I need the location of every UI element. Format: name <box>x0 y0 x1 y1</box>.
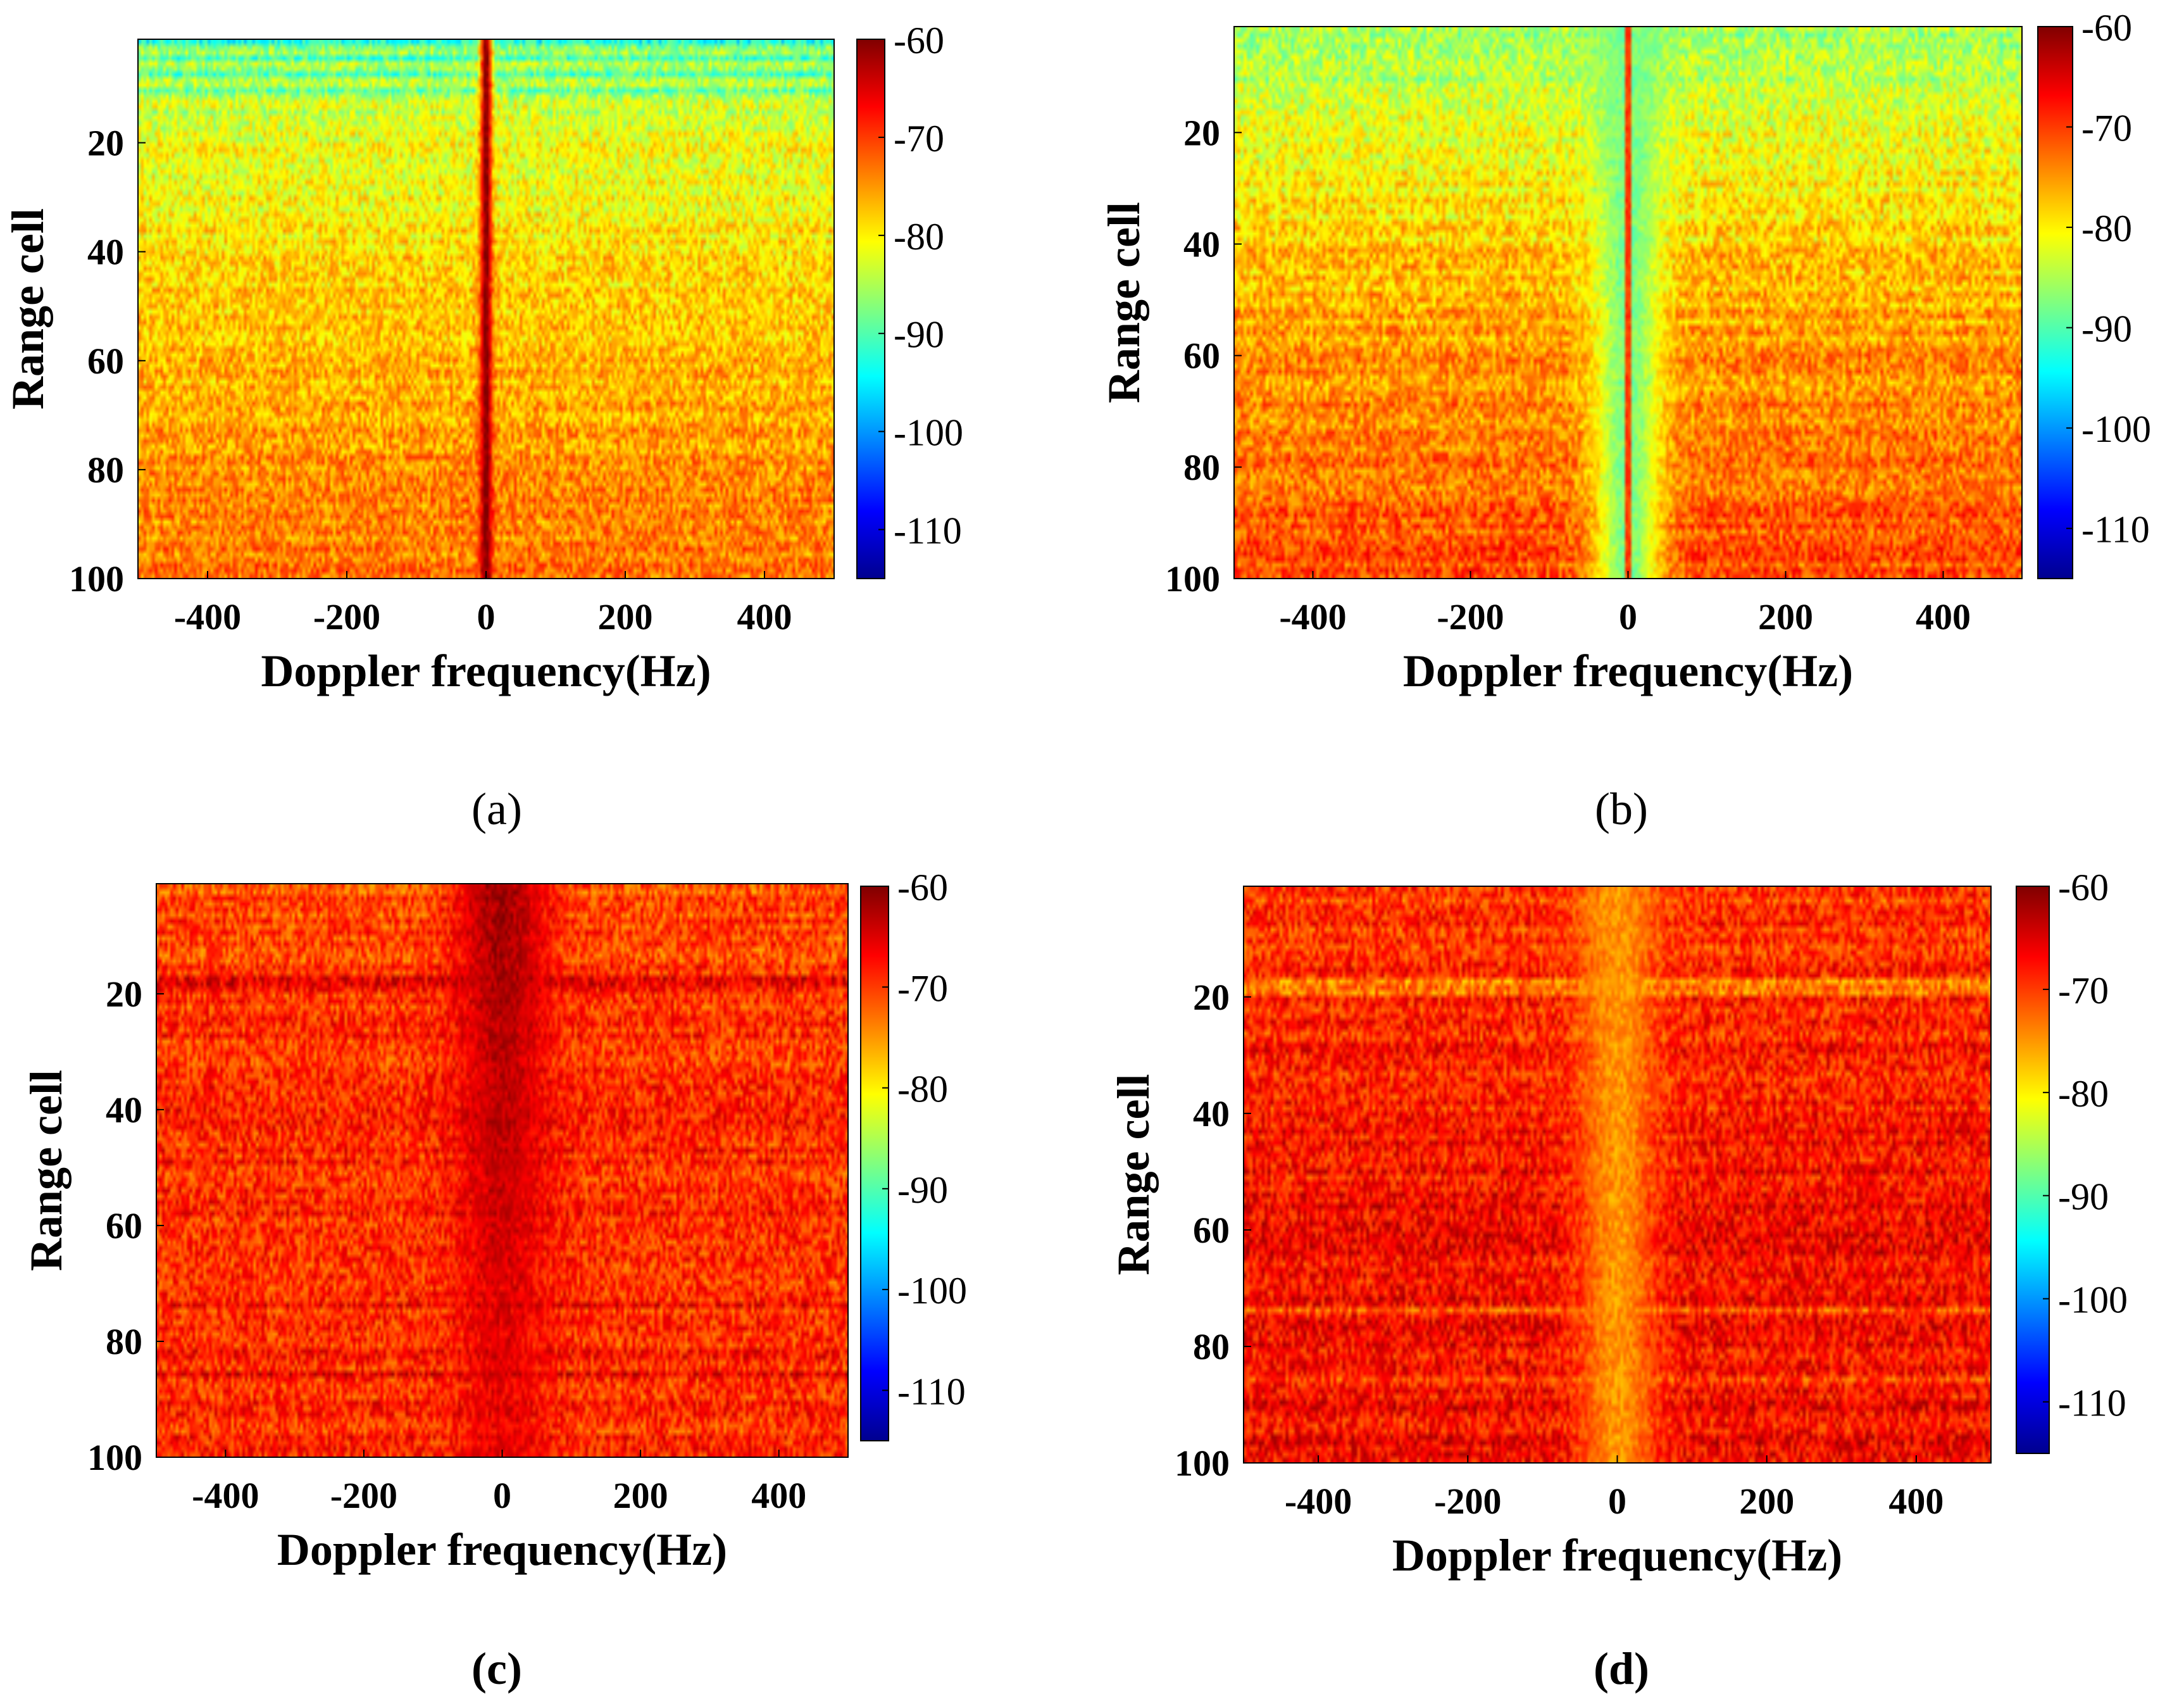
colorbar-tick-label: -70 <box>2081 108 2132 149</box>
colorbar-tick-label: -110 <box>894 510 962 552</box>
x-tick-label: -400 <box>174 596 241 637</box>
y-axis-label: Range cell <box>21 1070 72 1271</box>
x-tick-label: 200 <box>1739 1481 1794 1522</box>
colorbar-tick-label: -90 <box>897 1169 948 1211</box>
y-tick-label: 20 <box>1183 112 1220 153</box>
x-tick-label: -200 <box>1434 1481 1501 1522</box>
colorbar <box>856 39 885 579</box>
x-tick-label: -400 <box>1279 596 1346 637</box>
y-tick-label: 60 <box>87 341 124 382</box>
colorbar-tick-label: -110 <box>897 1370 966 1412</box>
colorbar <box>860 886 889 1441</box>
x-tick-label: -400 <box>192 1475 259 1516</box>
x-tick-label: 200 <box>598 596 653 637</box>
colorbar <box>2016 886 2050 1454</box>
y-tick-label: 60 <box>1183 336 1220 377</box>
y-tick-label: 40 <box>1183 224 1220 265</box>
x-tick-label: 0 <box>1619 596 1637 637</box>
heatmap-image <box>1234 27 2022 579</box>
colorbar-tick-label: -70 <box>2058 970 2109 1012</box>
heatmap-panel-c: -400 -200 0 200 400 20 40 60 80 100 Doppler freque… <box>21 867 967 1694</box>
panel-label: (a) <box>471 784 522 834</box>
y-axis-label: Range cell <box>3 208 53 410</box>
heatmap-image <box>138 39 834 579</box>
colorbar-tick-label: -70 <box>897 967 948 1009</box>
y-tick-label: 80 <box>1183 447 1220 488</box>
x-axis-label: Doppler frequency(Hz) <box>277 1524 727 1575</box>
x-tick-label: 400 <box>737 596 792 637</box>
x-tick-label: 400 <box>1916 596 1971 637</box>
x-tick-label: -200 <box>1437 596 1504 637</box>
heatmap-panel-d: -400 -200 0 200 400 20 40 60 80 100 Doppler freque… <box>1108 867 2128 1694</box>
colorbar-tick-label: -100 <box>894 412 963 454</box>
y-tick-label: 20 <box>106 974 142 1015</box>
x-tick-label: 400 <box>751 1475 806 1516</box>
y-tick-label: 100 <box>87 1437 142 1478</box>
x-tick-label: 0 <box>477 596 496 637</box>
x-tick-label: 400 <box>1888 1481 1944 1522</box>
y-tick-label: 40 <box>87 232 124 273</box>
y-tick-label: 60 <box>106 1205 142 1246</box>
y-tick-label: 100 <box>1175 1443 1230 1484</box>
x-axis-label: Doppler frequency(Hz) <box>261 646 711 696</box>
y-tick-label: 100 <box>69 558 124 599</box>
colorbar-tick-label: -90 <box>2081 308 2132 350</box>
colorbar-tick-label: -70 <box>894 118 944 160</box>
colorbar-tick-label: -100 <box>897 1270 967 1312</box>
colorbar-tick-label: -100 <box>2058 1279 2128 1321</box>
heatmap-image <box>1244 886 1991 1463</box>
x-axis-label: Doppler frequency(Hz) <box>1403 646 1853 696</box>
x-tick-label: -400 <box>1285 1481 1352 1522</box>
y-tick-label: 80 <box>1193 1326 1230 1367</box>
panel-label: (c) <box>471 1643 522 1694</box>
colorbar-tick-label: -80 <box>2081 208 2132 249</box>
heatmap-panel-b: -400 -200 0 200 400 20 40 60 80 100 Doppler freque… <box>1099 7 2151 834</box>
colorbar-tick-label: -80 <box>897 1069 948 1110</box>
y-tick-label: 60 <box>1193 1210 1230 1251</box>
y-tick-label: 40 <box>1193 1093 1230 1134</box>
colorbar-tick-label: -80 <box>894 216 944 258</box>
colorbar-tick-label: -90 <box>2058 1176 2109 1218</box>
y-tick-label: 20 <box>1193 977 1230 1018</box>
y-tick-label: 20 <box>87 123 124 164</box>
y-tick-label: 100 <box>1165 558 1220 599</box>
x-tick-label: 0 <box>1608 1481 1626 1522</box>
panel-label: (b) <box>1595 784 1648 834</box>
colorbar-tick-label: -110 <box>2081 509 2150 551</box>
heatmap-panel-a: -400 -200 0 200 400 20 40 60 80 100 Doppler freque… <box>3 20 963 834</box>
y-tick-label: 40 <box>106 1089 142 1131</box>
colorbar-tick-label: -60 <box>894 20 944 61</box>
x-tick-label: 0 <box>493 1475 511 1516</box>
y-tick-label: 80 <box>106 1321 142 1362</box>
colorbar-tick-label: -60 <box>2081 7 2132 49</box>
y-axis-label: Range cell <box>1099 202 1149 403</box>
x-tick-label: -200 <box>313 596 380 637</box>
x-tick-label: 200 <box>1758 596 1813 637</box>
colorbar-tick-label: -110 <box>2058 1383 2126 1424</box>
x-tick-label: 200 <box>613 1475 668 1516</box>
colorbar-tick-label: -100 <box>2081 408 2151 450</box>
y-tick-label: 80 <box>87 449 124 491</box>
colorbar-tick-label: -60 <box>897 867 948 908</box>
colorbar <box>2037 26 2073 579</box>
heatmap-image <box>156 884 848 1457</box>
colorbar-tick-label: -60 <box>2058 867 2109 908</box>
colorbar-tick-label: -80 <box>2058 1073 2109 1115</box>
y-axis-label: Range cell <box>1108 1074 1159 1276</box>
x-tick-label: -200 <box>330 1475 397 1516</box>
panel-label: (d) <box>1594 1643 1649 1694</box>
colorbar-tick-label: -90 <box>894 314 944 356</box>
x-axis-label: Doppler frequency(Hz) <box>1392 1530 1842 1581</box>
